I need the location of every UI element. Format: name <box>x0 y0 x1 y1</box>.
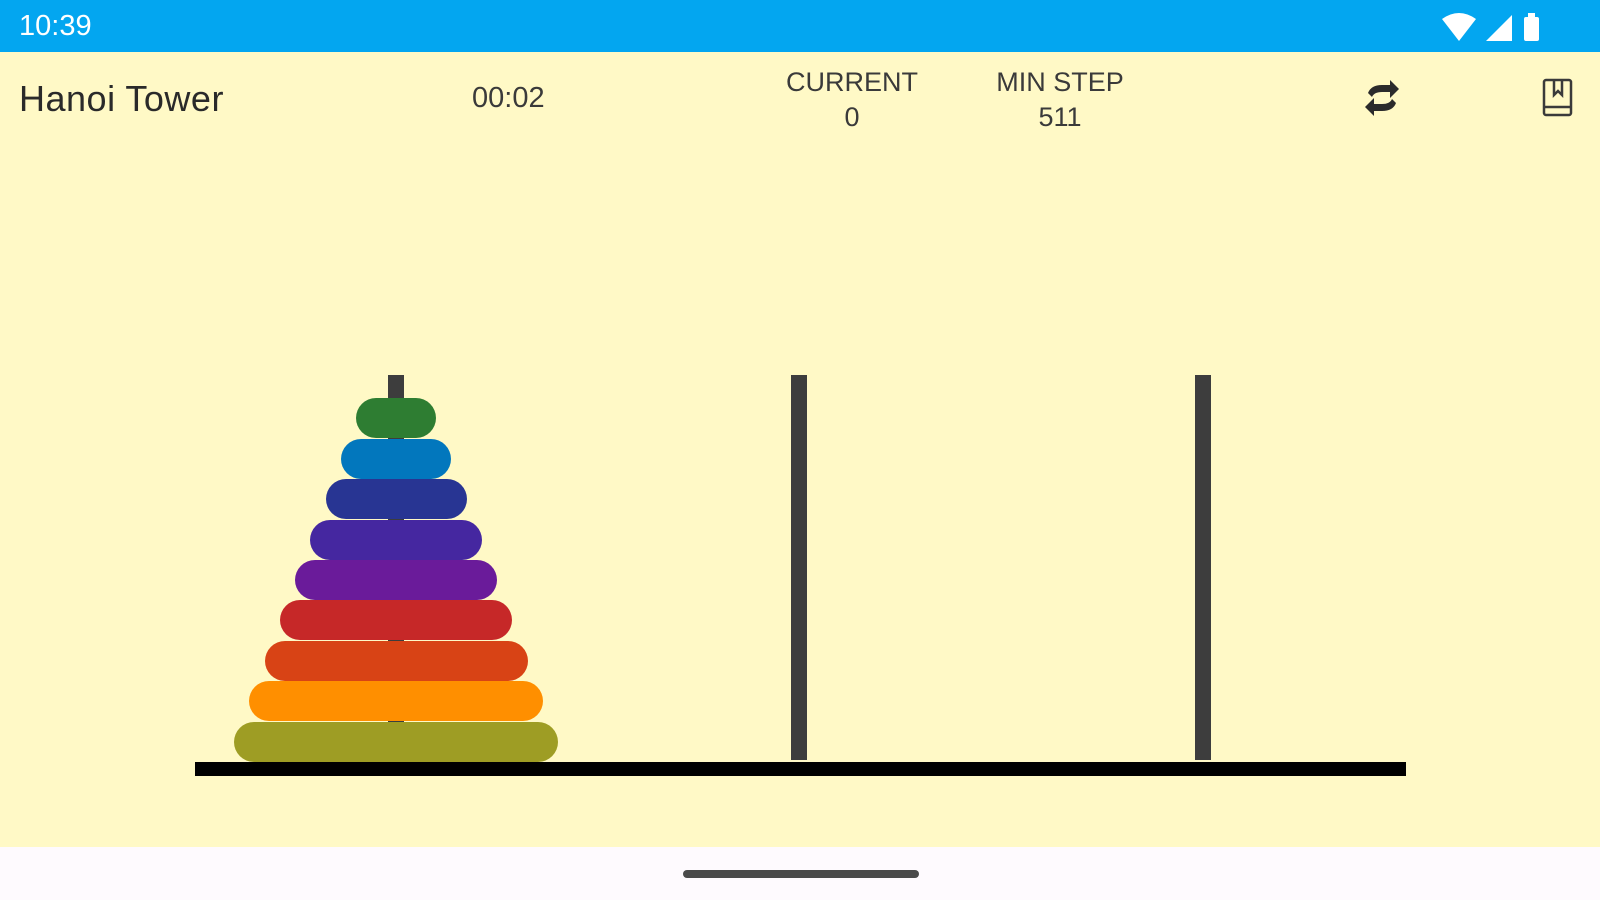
disk-2 <box>340 438 452 479</box>
status-time: 10:39 <box>19 10 92 42</box>
disk-9 <box>234 721 558 762</box>
disk-1[interactable] <box>356 398 436 439</box>
disk-4 <box>310 519 482 560</box>
status-icons <box>1442 13 1552 41</box>
peg-2[interactable] <box>791 375 807 760</box>
disk-3 <box>325 479 467 520</box>
app-title: Hanoi Tower <box>19 78 224 119</box>
disk-7 <box>264 640 528 681</box>
wifi-icon <box>1442 13 1476 41</box>
base-platform <box>195 762 1406 776</box>
swap-icon <box>1365 80 1399 116</box>
swap-button[interactable] <box>1354 70 1410 126</box>
disk-8 <box>249 681 543 722</box>
navigation-bar <box>0 847 1600 900</box>
game-board <box>0 147 1600 847</box>
status-bar: 10:39 <box>0 0 1600 52</box>
min-step-value: 511 <box>1038 102 1082 132</box>
rules-button[interactable] <box>1530 70 1586 126</box>
current-move-counter: CURRENT 0 <box>772 65 932 135</box>
book-icon <box>1542 78 1573 117</box>
disk-5 <box>295 560 497 600</box>
disk-6 <box>279 600 513 641</box>
peg-3[interactable] <box>1195 375 1211 760</box>
app-bar: Hanoi Tower 00:02 CURRENT 0 MIN STEP 511 <box>0 52 1600 147</box>
current-label: CURRENT <box>786 67 918 97</box>
home-handle[interactable] <box>683 870 919 878</box>
battery-icon <box>1524 13 1539 41</box>
min-step-counter: MIN STEP 511 <box>985 65 1135 135</box>
timer: 00:02 <box>472 82 545 114</box>
signal-icon <box>1486 15 1512 41</box>
current-value: 0 <box>844 102 860 132</box>
min-step-label: MIN STEP <box>996 67 1124 97</box>
